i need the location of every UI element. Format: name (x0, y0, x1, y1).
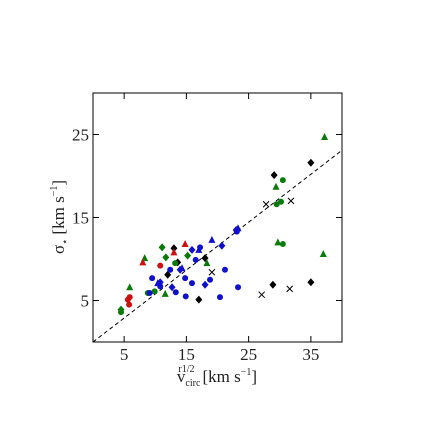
point (270, 171, 278, 180)
y-axis-label: σ⋆ [km s−1] (49, 180, 71, 254)
point (273, 201, 280, 208)
point (207, 276, 214, 283)
point (149, 275, 156, 282)
y-label-unit-exponent: −1 (49, 186, 60, 197)
x-tick-label: 15 (178, 345, 195, 364)
point (279, 241, 286, 248)
point (126, 283, 134, 291)
point (218, 241, 226, 250)
point (235, 284, 242, 291)
point (195, 295, 203, 304)
point (262, 200, 270, 208)
point (272, 182, 280, 190)
point (117, 305, 125, 314)
point (184, 251, 192, 260)
point (307, 158, 315, 167)
point (307, 278, 315, 287)
point (172, 289, 179, 296)
point (182, 293, 189, 300)
y-tick-label: 15 (72, 209, 89, 228)
point (279, 177, 286, 184)
y-label-unit: [km s (49, 196, 68, 234)
point (151, 288, 158, 295)
point (274, 238, 282, 246)
point (154, 279, 162, 287)
x-label-symbol: v (177, 367, 186, 386)
point (188, 245, 196, 254)
point (319, 250, 327, 258)
point (234, 224, 242, 232)
point (201, 280, 209, 289)
x-label-unit-exponent: −1 (241, 367, 252, 378)
point (157, 262, 164, 269)
point (158, 243, 166, 252)
point (178, 264, 186, 272)
point (321, 132, 329, 140)
point (162, 253, 170, 262)
point (208, 268, 216, 276)
y-tick-label: 5 (81, 292, 90, 311)
x-label-subscript: circ (185, 378, 201, 389)
point (269, 280, 277, 289)
x-label-superscript: r1/2 (178, 364, 194, 375)
y-label-unit-end: ] (49, 180, 68, 186)
point (208, 235, 216, 243)
point (172, 260, 179, 267)
point (182, 275, 189, 282)
point (277, 198, 284, 205)
point (188, 280, 195, 287)
point (170, 244, 178, 253)
y-label-subscript: ⋆ (60, 239, 71, 245)
point (146, 290, 153, 297)
reference-line (92, 149, 343, 343)
point (287, 197, 295, 205)
x-tick-label: 35 (302, 345, 319, 364)
point (168, 283, 176, 292)
x-tick-label: 25 (240, 345, 257, 364)
point (126, 301, 133, 308)
point (195, 245, 203, 253)
point (286, 285, 294, 293)
x-tick-label: 5 (120, 345, 129, 364)
point (139, 258, 147, 266)
point (258, 291, 266, 299)
point (216, 294, 223, 301)
point (181, 240, 189, 248)
point (203, 259, 211, 267)
y-tick-label: 25 (72, 126, 89, 145)
point (221, 266, 228, 273)
point (170, 248, 178, 256)
x-axis-label: vcirc r1/2 [km s−1] (177, 364, 257, 389)
y-label-symbol: σ (49, 245, 68, 254)
point (161, 289, 169, 297)
point (164, 270, 172, 279)
point (126, 294, 133, 301)
point (167, 266, 174, 273)
point (192, 256, 199, 263)
x-label-unit-end: ] (251, 367, 257, 386)
x-label-unit: [km s (203, 367, 241, 386)
